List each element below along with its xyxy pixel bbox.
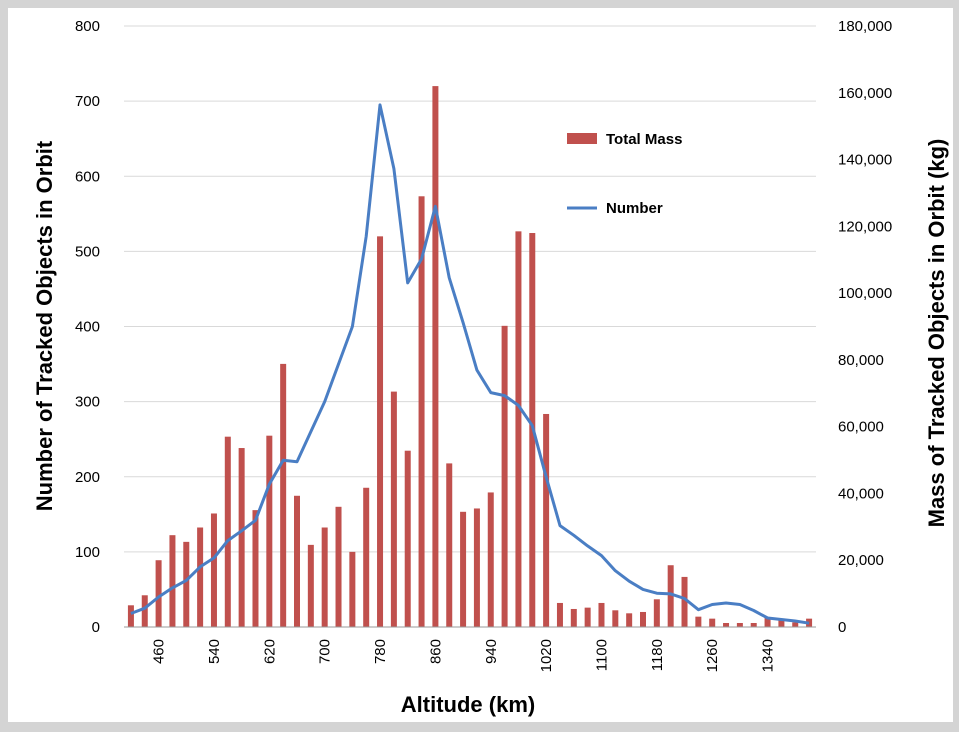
total-mass-bar xyxy=(640,611,646,627)
total-mass-bar xyxy=(723,622,730,627)
total-mass-bar xyxy=(764,617,771,627)
right-axis-ticks: 0 20,000 40,000 60,000 80,000 100,000 120,000 1… xyxy=(838,18,892,636)
legend: Total Mass Number xyxy=(567,131,682,217)
y-right-tick-label: 160,000 xyxy=(838,85,892,102)
y-left-tick-label: 100 xyxy=(75,544,100,561)
total-mass-bar xyxy=(127,605,134,627)
x-axis-title: Altitude (km) xyxy=(401,692,535,717)
total-mass-bar xyxy=(252,510,259,627)
total-mass-bar xyxy=(556,602,563,627)
total-mass-bar xyxy=(667,565,674,627)
y-right-tick-label: 40,000 xyxy=(838,485,884,502)
total-mass-bar xyxy=(155,560,162,627)
y-right-tick-label: 100,000 xyxy=(838,285,892,302)
y-right-tick-label: 20,000 xyxy=(838,552,884,569)
total-mass-bar xyxy=(736,622,743,627)
y-left-tick-label: 0 xyxy=(92,619,100,636)
y-right-tick-label: 60,000 xyxy=(838,419,884,436)
total-mass-bar xyxy=(197,527,204,627)
total-mass-bar xyxy=(681,576,688,627)
total-mass-bar xyxy=(363,487,370,627)
x-tick-label: 780 xyxy=(372,639,389,664)
total-mass-bar xyxy=(778,620,785,627)
total-mass-bar xyxy=(750,622,757,627)
total-mass-bar xyxy=(183,541,190,627)
total-mass-bars xyxy=(127,86,813,628)
x-tick-label: 460 xyxy=(151,639,168,664)
total-mass-bar xyxy=(224,436,231,627)
y-right-tick-label: 120,000 xyxy=(838,218,892,235)
y-left-tick-label: 200 xyxy=(75,469,100,486)
total-mass-bar xyxy=(404,450,411,627)
total-mass-bar xyxy=(709,618,716,627)
total-mass-bar xyxy=(321,527,328,627)
total-mass-bar xyxy=(446,463,453,627)
y-axis-right-title: Mass of Tracked Objects in Orbit (kg) xyxy=(924,139,949,528)
y-right-tick-label: 140,000 xyxy=(838,152,892,169)
total-mass-bar xyxy=(294,495,300,627)
total-mass-bar xyxy=(515,231,522,627)
x-tick-label: 700 xyxy=(317,639,334,664)
y-axis-left-title: Number of Tracked Objects in Orbit xyxy=(32,140,57,511)
plot-area xyxy=(8,8,953,722)
x-tick-label: 1260 xyxy=(704,639,721,672)
total-mass-bar xyxy=(570,608,577,627)
total-mass-bar xyxy=(377,236,384,627)
total-mass-bar xyxy=(418,196,425,628)
total-mass-bar xyxy=(473,508,480,627)
total-mass-bar xyxy=(238,448,245,627)
x-tick-label: 540 xyxy=(206,639,223,664)
total-mass-bar xyxy=(307,544,314,627)
x-tick-label: 620 xyxy=(261,639,278,664)
total-mass-bar xyxy=(501,325,508,627)
x-tick-label: 1180 xyxy=(649,639,666,671)
total-mass-bar xyxy=(349,551,356,627)
left-axis-ticks: 0 100 200 300 400 500 600 700 800 xyxy=(75,18,100,636)
y-left-tick-label: 700 xyxy=(75,93,100,110)
x-tick-label: 1100 xyxy=(593,639,610,671)
y-left-tick-label: 300 xyxy=(75,394,100,411)
total-mass-bar xyxy=(598,602,605,627)
total-mass-bar xyxy=(280,363,287,627)
total-mass-bar xyxy=(335,506,342,627)
total-mass-bar xyxy=(210,513,217,627)
x-tick-label: 1340 xyxy=(760,639,777,672)
total-mass-bar xyxy=(460,511,467,627)
y-left-tick-label: 500 xyxy=(75,243,100,260)
y-right-tick-label: 80,000 xyxy=(838,352,884,369)
legend-number-label: Number xyxy=(606,200,663,217)
y-left-tick-label: 800 xyxy=(75,18,100,35)
total-mass-bar xyxy=(169,535,176,627)
y-left-tick-label: 400 xyxy=(75,319,100,336)
y-left-tick-label: 600 xyxy=(75,168,100,185)
total-mass-bar xyxy=(543,413,550,627)
number-line-layer xyxy=(130,103,810,625)
y-right-tick-label: 180,000 xyxy=(838,18,892,35)
total-mass-bar xyxy=(584,607,591,627)
total-mass-bar xyxy=(266,435,273,627)
x-tick-label: 860 xyxy=(427,639,444,664)
total-mass-bar xyxy=(653,599,660,627)
total-mass-bar xyxy=(626,613,633,627)
total-mass-bar xyxy=(141,595,148,627)
total-mass-bar xyxy=(695,616,702,627)
x-axis-ticks: 460 540 620 700 780 860 940 1020 1100 1180 1260 134… xyxy=(151,639,777,672)
number-line xyxy=(130,103,810,625)
y-right-tick-label: 0 xyxy=(838,619,846,636)
total-mass-bar xyxy=(792,622,799,627)
x-tick-label: 940 xyxy=(483,639,500,664)
total-mass-bar xyxy=(432,86,439,628)
total-mass-bar xyxy=(390,391,397,627)
legend-total-mass-label: Total Mass xyxy=(606,131,682,148)
total-mass-bar xyxy=(487,492,494,627)
legend-total-mass-swatch xyxy=(567,133,597,144)
x-tick-label: 1020 xyxy=(538,639,555,672)
total-mass-bar xyxy=(612,610,619,627)
